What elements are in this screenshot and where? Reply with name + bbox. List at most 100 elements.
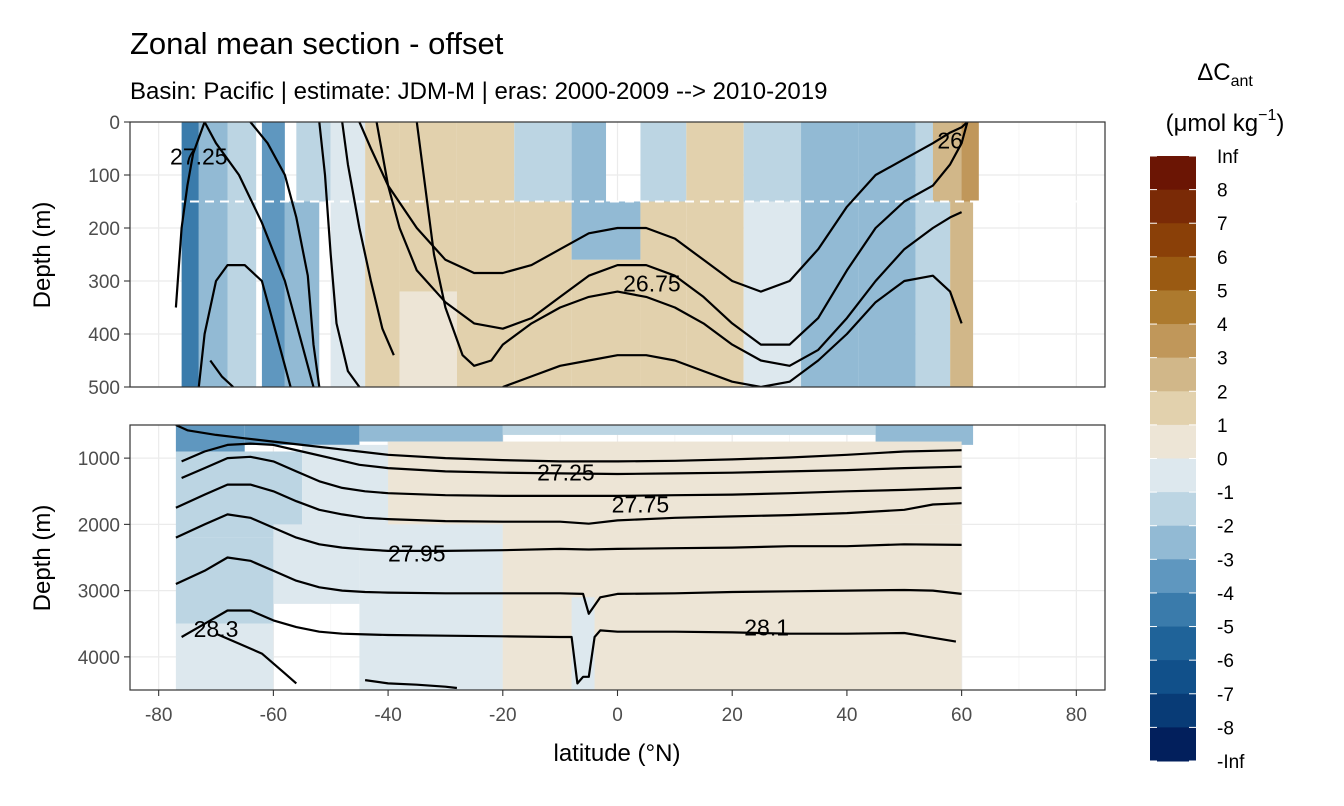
colorbar-label: 1 (1217, 416, 1228, 437)
deep-panel-contour-labels: 27.25 27.75 27.95 28.3 28.1 (194, 460, 789, 642)
colorbar-swatch (1150, 424, 1196, 459)
colorbar-label: 4 (1217, 315, 1228, 336)
colorbar-label: 0 (1217, 450, 1228, 471)
colorbar-label: 7 (1217, 214, 1228, 235)
contour-label-28.1-deep: 28.1 (744, 615, 789, 641)
field-cell (175, 623, 274, 690)
x-tick-label: 0 (612, 705, 623, 726)
contour-label-28.3-deep: 28.3 (194, 616, 239, 642)
field-cell (514, 122, 572, 202)
deep-panel-y-ticks: 1000 2000 3000 4000 (78, 449, 130, 669)
field-cell (686, 201, 744, 387)
field-cell (961, 122, 979, 202)
isopycnal-contour (375, 122, 969, 346)
y-tick-label: 300 (88, 272, 120, 293)
colorbar-swatch (1150, 525, 1196, 560)
x-tick-label: 40 (836, 705, 857, 726)
colorbar-swatch (1150, 626, 1196, 661)
isopycnal-contour (175, 425, 962, 463)
colorbar-label: Inf (1217, 147, 1239, 168)
field-cell (181, 122, 199, 387)
colorbar-swatch (1150, 693, 1196, 728)
contour-label-27.25-deep: 27.25 (537, 460, 595, 486)
isopycnal-contour (249, 122, 321, 387)
x-axis-title: latitude (°N) (554, 740, 681, 767)
colorbar-label: -1 (1217, 483, 1234, 504)
isopycnal-contour (203, 122, 315, 387)
field-cell (950, 201, 974, 387)
colorbar-swatch (1150, 458, 1196, 493)
field-cell (399, 291, 457, 387)
isopycnal-contour (175, 556, 962, 615)
field-cell (175, 537, 274, 624)
isopycnal-contour (174, 122, 206, 308)
colorbar-swatches (1150, 155, 1196, 762)
isopycnal-contour (364, 679, 458, 690)
colorbar-label: -2 (1217, 517, 1234, 538)
isopycnal-contour (175, 483, 962, 525)
upper-panel-y-ticks: 0 100 200 300 400 500 (88, 113, 130, 399)
y-tick-label: 100 (88, 166, 120, 187)
upper-y-axis-title: Depth (m) (29, 202, 56, 309)
y-tick-label: 3000 (78, 582, 120, 603)
colorbar-legend: ΔCant (μmol kg−1) Inf 8 7 6 5 4 3 2 1 0 -1 -2 -3 -4 -5… (1150, 59, 1284, 773)
y-tick-label: 200 (88, 219, 120, 240)
y-tick-label: 0 (109, 113, 120, 134)
field-cell (244, 425, 360, 445)
field-cell (284, 201, 320, 387)
contour-label-26.75-upper: 26.75 (623, 271, 681, 297)
colorbar-swatch (1150, 357, 1196, 392)
colorbar-swatch (1150, 256, 1196, 291)
field-cell (571, 597, 595, 690)
colorbar-swatch (1150, 559, 1196, 594)
colorbar-label: -8 (1217, 718, 1234, 739)
contour-label-26-upper: 26 (937, 128, 963, 154)
field-cell (875, 425, 974, 445)
field-cell (571, 122, 607, 202)
colorbar-swatch (1150, 324, 1196, 359)
field-cell (640, 122, 687, 202)
colorbar-swatch (1150, 391, 1196, 426)
y-tick-label: 500 (88, 378, 120, 399)
x-tick-label: 60 (951, 705, 972, 726)
colorbar-units: (μmol kg−1) (1166, 107, 1285, 137)
colorbar-title: ΔCant (1197, 59, 1253, 90)
colorbar-units-superscript: −1 (1258, 107, 1276, 124)
colorbar-label: -3 (1217, 550, 1234, 571)
y-tick-label: 2000 (78, 515, 120, 536)
colorbar-label: -6 (1217, 651, 1234, 672)
deep-y-axis-title: Depth (m) (29, 505, 56, 612)
colorbar-label: -7 (1217, 685, 1234, 706)
isopycnal-contour (181, 455, 962, 497)
field-cell (801, 122, 859, 387)
colorbar-labels: Inf 8 7 6 5 4 3 2 1 0 -1 -2 -3 -4 -5 -6 -7 -8 -Inf (1217, 147, 1245, 773)
isopycnal-contour (197, 264, 292, 387)
field-cell (502, 425, 876, 435)
upper-panel-contour-labels: 27.25 26 26.75 (170, 128, 963, 297)
colorbar-label: 3 (1217, 349, 1228, 370)
isopycnal-contour (175, 513, 962, 553)
contour-label-27.25-upper: 27.25 (170, 143, 228, 169)
upper-panel-isopycnals (174, 122, 969, 387)
upper-panel-field (181, 122, 979, 387)
field-cell (227, 122, 257, 387)
colorbar-title-subscript: ant (1231, 73, 1254, 90)
colorbar-label: -4 (1217, 584, 1234, 605)
isopycnal-contour (215, 632, 298, 685)
colorbar-swatch (1150, 290, 1196, 325)
colorbar-label: 6 (1217, 248, 1228, 269)
field-cell (365, 122, 400, 387)
isopycnal-contour (318, 122, 361, 387)
field-cell (686, 122, 744, 202)
x-axis-ticks: -80 -60 -40 -20 0 20 40 60 80 (145, 690, 1087, 726)
isopycnal-contour (415, 122, 963, 367)
colorbar-label: 8 (1217, 181, 1228, 202)
isopycnal-contour (181, 609, 957, 685)
deep-panel-isopycnals (175, 425, 962, 690)
colorbar-units-end: ) (1276, 110, 1284, 137)
colorbar-label: -Inf (1217, 752, 1245, 773)
isopycnal-contour (209, 359, 234, 387)
y-tick-label: 4000 (78, 648, 120, 669)
isopycnal-contour (502, 274, 963, 387)
field-cell (388, 441, 962, 525)
